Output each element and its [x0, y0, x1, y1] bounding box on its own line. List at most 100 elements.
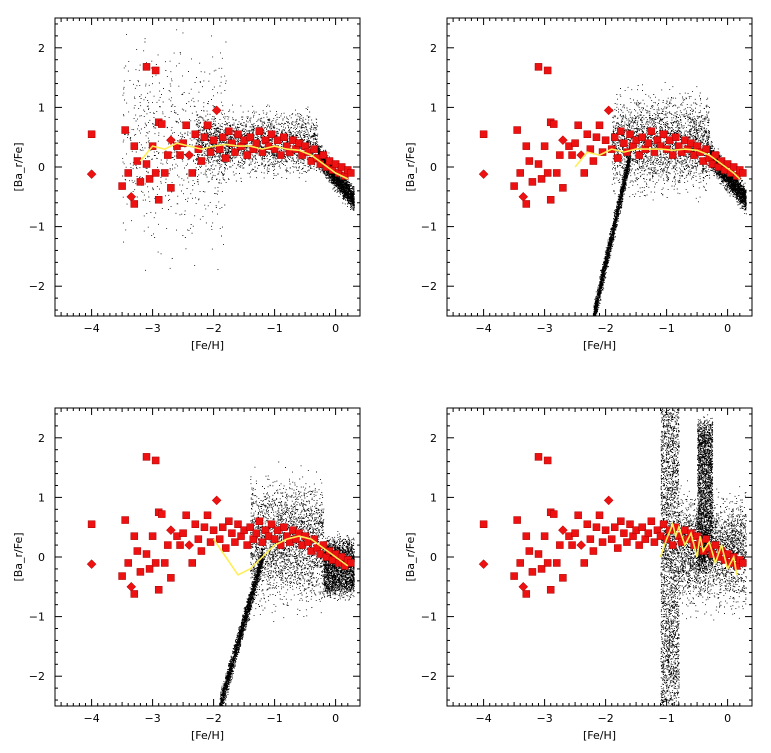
observation-point — [617, 517, 625, 525]
observation-point — [225, 517, 233, 525]
observation-point — [647, 127, 656, 135]
observation-point — [136, 178, 145, 186]
observation-point — [739, 559, 747, 567]
y-tick-label: −2 — [29, 280, 45, 293]
observation-point — [571, 139, 579, 147]
observation-point — [203, 121, 212, 130]
y-tick-label: 1 — [430, 101, 437, 114]
observation-point — [130, 142, 139, 150]
observation-point — [553, 559, 561, 567]
observation-point — [148, 532, 157, 540]
x-tick-label: −3 — [144, 712, 160, 725]
observation-point — [130, 590, 139, 598]
y-axis-label: [Ba_r/Fe] — [12, 142, 25, 191]
observation-point — [601, 136, 610, 144]
observation-point — [528, 568, 537, 576]
observation-point — [87, 520, 96, 528]
observation-point — [537, 175, 546, 183]
observation-point — [191, 130, 200, 138]
observation-point — [638, 133, 646, 141]
observation-point — [246, 523, 254, 531]
observation-point — [164, 541, 172, 549]
observation-point — [559, 184, 567, 192]
observation-point — [550, 510, 558, 518]
observation-point — [197, 547, 206, 555]
mean-line — [659, 521, 738, 576]
panel-2: −4 −3 −2 −1 0 −2 −1 0 1 2 [Fe/H] [Ba_r/Fe] — [404, 17, 753, 352]
observation-point — [603, 495, 614, 506]
observation-point — [568, 541, 576, 549]
y-axis-label: [Ba_r/Fe] — [404, 532, 417, 581]
observation-point — [206, 148, 215, 156]
y-tick-label: 2 — [38, 42, 45, 55]
observation-point — [611, 133, 619, 141]
observation-point — [347, 559, 355, 567]
observation-point — [151, 456, 160, 465]
observation-point — [525, 157, 534, 165]
observation-point — [650, 538, 659, 546]
observation-point — [479, 520, 488, 528]
observation-point — [167, 184, 175, 192]
observation-point — [540, 142, 549, 150]
observation-point — [121, 516, 129, 524]
observation-point — [546, 586, 555, 594]
observation-point — [280, 523, 288, 531]
observation-point — [188, 169, 196, 177]
observation-point — [203, 511, 212, 520]
observation-point — [158, 510, 166, 518]
observation-point — [142, 453, 151, 461]
observation-point — [142, 160, 151, 168]
observation-point — [151, 169, 160, 177]
observation-point — [215, 535, 224, 543]
observation-point — [647, 517, 656, 525]
observation-point — [121, 126, 129, 134]
observation-point — [513, 126, 521, 134]
x-tick-label: −1 — [658, 712, 674, 725]
observation-point — [209, 136, 218, 144]
observation-point — [635, 151, 643, 159]
observation-point — [219, 133, 227, 141]
observation-point — [258, 538, 267, 546]
observation-point — [534, 63, 543, 71]
observation-point — [270, 535, 279, 543]
y-tick-label: 0 — [38, 161, 45, 174]
y-tick-label: −2 — [29, 670, 45, 683]
observation-point — [209, 526, 218, 534]
observation-point — [534, 160, 543, 168]
x-tick-label: −1 — [266, 712, 282, 725]
observation-point — [151, 559, 160, 567]
observation-point — [228, 529, 236, 537]
observation-point — [672, 133, 680, 141]
observation-point — [589, 157, 598, 165]
observation-point — [574, 511, 582, 520]
x-tick-label: −1 — [266, 322, 282, 335]
x-tick-label: −4 — [475, 322, 491, 335]
observation-point — [255, 517, 264, 525]
observation-point — [576, 540, 587, 550]
observation-point — [478, 559, 489, 570]
y-tick-label: 2 — [38, 432, 45, 445]
observation-point — [702, 535, 710, 543]
x-axis-label: [Fe/H] — [583, 339, 616, 352]
observation-point — [617, 127, 625, 135]
observation-point — [522, 532, 531, 540]
observation-point — [614, 544, 622, 552]
observation-point — [166, 135, 176, 146]
x-tick-label: 0 — [332, 322, 339, 335]
x-tick-label: −2 — [597, 712, 613, 725]
observation-point — [559, 574, 567, 582]
observation-point — [206, 538, 215, 546]
observation-point — [580, 559, 588, 567]
observation-point — [644, 529, 653, 537]
observation-point — [86, 169, 97, 180]
observation-point — [525, 547, 534, 555]
observation-point — [166, 525, 176, 536]
observation-point — [586, 535, 595, 543]
observation-point — [589, 547, 598, 555]
mean-line — [212, 535, 349, 576]
observation-point — [614, 154, 622, 162]
observation-point — [319, 151, 328, 159]
observation-point — [151, 66, 160, 75]
x-tick-label: 0 — [724, 712, 731, 725]
